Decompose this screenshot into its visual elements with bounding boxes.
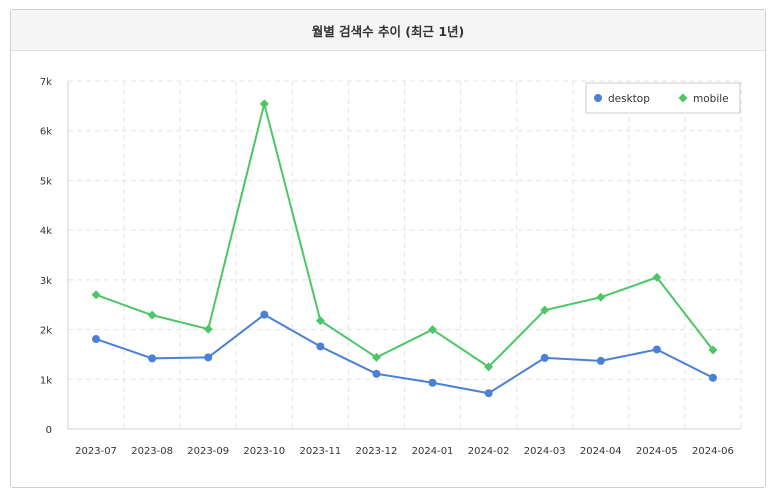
series-layer — [91, 99, 718, 398]
mobile-point[interactable] — [428, 325, 438, 335]
desktop-point[interactable] — [204, 353, 213, 362]
legend-box — [585, 82, 741, 114]
y-tick-label: 6k — [40, 127, 52, 138]
desktop-point[interactable] — [596, 356, 605, 365]
x-tick-label: 2024-06 — [692, 446, 734, 457]
desktop-point[interactable] — [92, 335, 101, 344]
axes: 0 1k 2k 3k 4k 5k 6k 7k 2023-07 2023-08 2023-09 2023… — [40, 77, 741, 457]
mobile-point[interactable] — [540, 305, 550, 315]
x-tick-label: 2023-08 — [131, 446, 173, 457]
desktop-point[interactable] — [428, 378, 437, 387]
y-tick-label: 5k — [40, 176, 52, 187]
x-tick-label: 2024-04 — [580, 446, 622, 457]
mobile-point[interactable] — [708, 345, 718, 355]
series-desktop — [92, 310, 717, 398]
y-tick-label: 3k — [40, 276, 52, 287]
y-tick-label: 2k — [40, 326, 52, 337]
mobile-line — [95, 102, 714, 368]
desktop-point[interactable] — [148, 354, 157, 363]
x-tick-label: 2024-03 — [524, 446, 566, 457]
legend-marker-mobile — [678, 93, 688, 103]
desktop-point[interactable] — [316, 342, 325, 351]
desktop-line — [95, 313, 714, 395]
x-tick-label: 2023-11 — [299, 446, 341, 457]
x-tick-label: 2023-10 — [243, 446, 285, 457]
desktop-point[interactable] — [260, 310, 269, 319]
desktop-point[interactable] — [708, 373, 717, 382]
mobile-point[interactable] — [484, 362, 494, 372]
y-tick-label: 7k — [40, 77, 52, 88]
x-tick-label: 2023-07 — [75, 446, 117, 457]
legend-label-mobile[interactable]: mobile — [693, 93, 729, 105]
mobile-point[interactable] — [203, 324, 213, 334]
mobile-point[interactable] — [596, 292, 606, 302]
y-tick-label: 4k — [40, 226, 52, 237]
mobile-point[interactable] — [147, 310, 157, 320]
desktop-point[interactable] — [540, 353, 549, 362]
x-tick-label: 2024-05 — [636, 446, 678, 457]
x-tick-label: 2024-01 — [412, 446, 454, 457]
mobile-point[interactable] — [315, 316, 325, 326]
x-tick-label: 2023-09 — [187, 446, 229, 457]
grid — [68, 80, 742, 429]
legend-marker-desktop — [594, 94, 602, 102]
y-tick-label: 1k — [40, 375, 52, 386]
panel-header: 월별 검색수 추이 (최근 1년) — [11, 10, 765, 51]
y-tick-label: 0 — [46, 425, 52, 436]
desktop-point[interactable] — [372, 369, 381, 378]
desktop-point[interactable] — [652, 345, 661, 354]
mobile-point[interactable] — [91, 290, 101, 300]
series-mobile — [91, 99, 718, 372]
mobile-point[interactable] — [259, 99, 269, 109]
desktop-point[interactable] — [484, 389, 493, 398]
chart-title: 월별 검색수 추이 (최근 1년) — [311, 23, 465, 39]
mobile-point[interactable] — [371, 352, 381, 362]
x-tick-label: 2024-02 — [468, 446, 510, 457]
mobile-point[interactable] — [652, 272, 662, 282]
legend[interactable]: desktop mobile — [585, 82, 741, 114]
x-tick-label: 2023-12 — [356, 446, 398, 457]
legend-label-desktop[interactable]: desktop — [608, 93, 650, 105]
